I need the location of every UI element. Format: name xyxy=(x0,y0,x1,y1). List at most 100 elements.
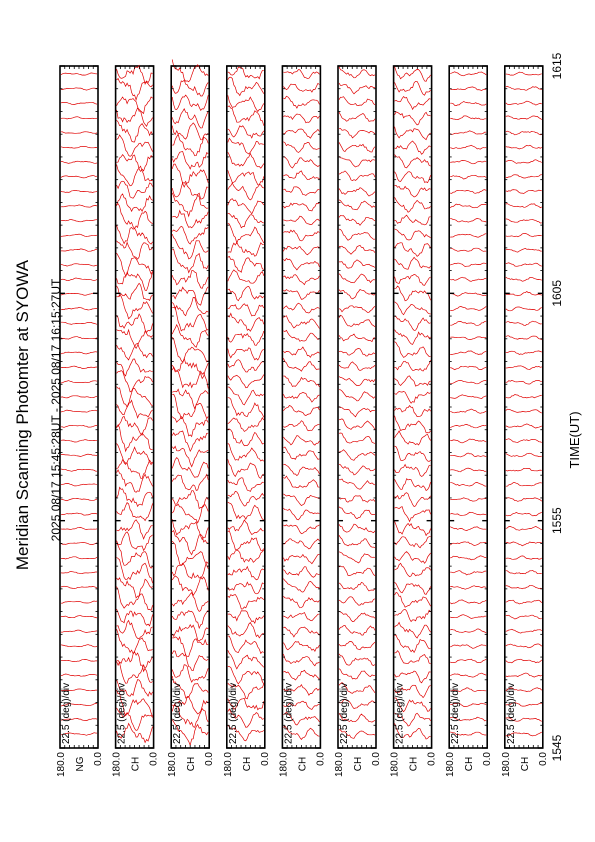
trace-line xyxy=(60,219,98,223)
trace-line xyxy=(116,531,153,552)
trace-line xyxy=(227,152,265,169)
trace-line xyxy=(505,189,542,194)
trace-line xyxy=(227,198,265,215)
trace-line xyxy=(171,503,209,524)
trace-line xyxy=(227,330,265,346)
trace-line xyxy=(60,468,98,472)
trace-line xyxy=(171,336,209,363)
trace-line xyxy=(171,59,209,83)
trace-line xyxy=(394,621,431,639)
trace-line xyxy=(505,497,543,502)
scale-label: 22.5 (deg)/div xyxy=(117,683,128,744)
trace-line xyxy=(394,521,431,537)
trace-line xyxy=(338,535,376,549)
y-min-label: 0.0 xyxy=(204,752,215,766)
channel-tag: CH xyxy=(464,757,475,771)
trace-line xyxy=(283,711,320,726)
trace-line xyxy=(227,724,265,742)
trace-line xyxy=(394,80,431,96)
trace-line xyxy=(283,611,320,622)
trace-line xyxy=(338,432,376,444)
trace-line xyxy=(171,529,209,556)
trace-line xyxy=(394,185,431,198)
trace-line xyxy=(505,248,542,253)
trace-line xyxy=(338,698,376,710)
trace-line xyxy=(171,233,209,260)
trace-line xyxy=(338,506,376,520)
trace-line xyxy=(394,228,431,241)
trace-line xyxy=(171,357,209,380)
trace-line xyxy=(338,478,376,490)
trace-line xyxy=(227,697,265,711)
trace-line xyxy=(450,497,487,502)
trace-line xyxy=(450,130,487,135)
scale-label: 22.5 (deg)/div xyxy=(339,683,350,744)
trace-line xyxy=(283,641,320,653)
trace-line xyxy=(171,540,209,569)
y-min-label: 0.0 xyxy=(315,752,326,766)
trace-line xyxy=(450,306,487,311)
trace-line xyxy=(227,182,264,201)
trace-line xyxy=(283,524,320,535)
trace-line xyxy=(505,85,542,91)
trace-line xyxy=(450,424,487,429)
trace-line xyxy=(227,443,265,462)
trace-line xyxy=(394,650,431,665)
trace-line xyxy=(227,222,265,245)
trace-line xyxy=(450,628,487,634)
trace-line xyxy=(338,376,376,386)
trace-line xyxy=(394,360,431,372)
trace-line xyxy=(394,712,431,727)
trace-line xyxy=(227,374,265,389)
trace-line xyxy=(227,635,264,655)
trace-line xyxy=(394,430,431,446)
trace-line xyxy=(394,95,431,111)
trace-line xyxy=(227,610,265,625)
scale-label: 22.5 (deg)/div xyxy=(395,683,406,744)
trace-line xyxy=(450,160,487,165)
trace-line xyxy=(505,320,542,326)
trace-line xyxy=(172,636,209,657)
trace-line xyxy=(171,366,209,389)
trace-line xyxy=(116,96,153,115)
trace-line xyxy=(227,594,265,610)
trace-line xyxy=(283,95,320,109)
trace-line xyxy=(450,336,487,340)
trace-line xyxy=(116,722,153,744)
trace-line xyxy=(505,100,542,106)
trace-line xyxy=(171,664,209,683)
trace-line xyxy=(60,541,98,545)
trace-line xyxy=(116,689,153,717)
x-tick-label: 1615 xyxy=(550,52,564,79)
trace-line xyxy=(116,415,153,436)
trace-line xyxy=(283,302,320,314)
channel-tag: CH xyxy=(297,757,308,771)
trace-line xyxy=(227,428,264,447)
trace-line xyxy=(116,628,153,655)
trace-line xyxy=(283,538,320,550)
trace-line xyxy=(338,418,376,430)
trace-line xyxy=(283,329,320,342)
trace-line xyxy=(450,71,487,77)
panel-frame xyxy=(503,65,544,749)
trace-line xyxy=(116,328,153,349)
trace-line xyxy=(116,586,153,611)
trace-line xyxy=(394,609,431,623)
y-max-label: 180.0 xyxy=(112,752,123,777)
trace-line xyxy=(338,611,376,622)
trace-line xyxy=(450,350,487,355)
trace-line xyxy=(60,204,98,208)
channel-tag: NG xyxy=(75,756,86,771)
trace-line xyxy=(61,248,98,252)
trace-line xyxy=(450,687,487,692)
trace-line xyxy=(505,276,542,282)
trace-line xyxy=(227,650,265,670)
trace-line xyxy=(60,615,98,619)
y-min-label: 0.0 xyxy=(260,752,271,766)
trace-line xyxy=(339,259,376,269)
trace-line xyxy=(172,388,209,410)
trace-line xyxy=(227,386,265,406)
trace-line xyxy=(116,370,153,393)
trace-line xyxy=(116,358,153,377)
trace-line xyxy=(283,358,320,372)
